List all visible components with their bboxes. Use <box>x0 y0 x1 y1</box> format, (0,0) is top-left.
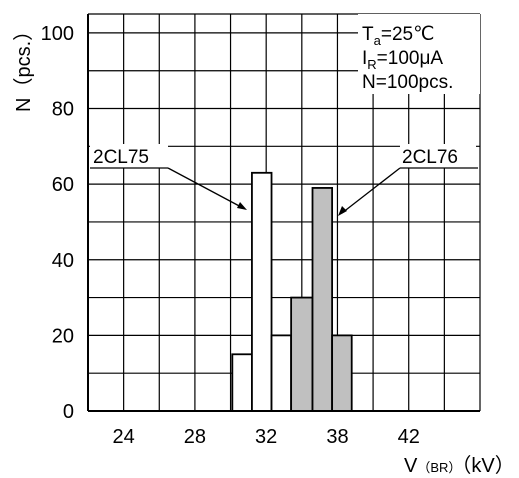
label-bg-2CL75 <box>90 144 168 168</box>
temp-sub: a <box>374 33 382 48</box>
bar-2CL76 <box>290 296 314 412</box>
bar-2CL75 <box>251 171 273 412</box>
x-axis-label-sub: （BR） <box>417 460 461 475</box>
x-axis-label-base: V <box>404 455 418 477</box>
x-tick-label: 28 <box>184 426 206 448</box>
y-tick-label: 0 <box>63 401 74 423</box>
x-tick-label: 42 <box>398 426 420 448</box>
current-main: I <box>362 48 367 69</box>
condition-current: IR=100μA <box>362 48 443 72</box>
y-tick-label: 100 <box>41 23 74 45</box>
x-tick-label: 38 <box>326 426 348 448</box>
condition-count: N=100pcs. <box>362 72 453 93</box>
bar-2CL76 <box>331 334 353 412</box>
y-tick-label: 60 <box>52 174 74 196</box>
x-tick-label: 32 <box>255 426 277 448</box>
y-axis-label: N（pcs.） <box>12 21 35 112</box>
bar-2CL75 <box>270 334 293 412</box>
y-tick-label: 80 <box>52 99 74 121</box>
current-rest: =100μA <box>377 48 444 69</box>
grid <box>88 14 480 411</box>
arrowhead-2CL76 <box>338 206 347 216</box>
bar-2CL75 <box>231 353 253 412</box>
x-tick-labels: 24 28 32 38 42 <box>113 426 420 448</box>
condition-temperature: Ta=25℃ <box>362 24 434 48</box>
conditions-box <box>358 14 480 94</box>
label-bg-2CL76 <box>400 144 476 168</box>
temp-main: T <box>362 24 374 45</box>
current-sub: R <box>367 57 376 72</box>
series-label-2CL75: 2CL75 <box>93 147 149 168</box>
series-label-2CL76: 2CL76 <box>402 147 458 168</box>
leader-line-2CL75 <box>167 167 244 209</box>
leader-line-2CL76 <box>341 167 401 214</box>
bars <box>231 171 353 412</box>
y-tick-label: 40 <box>52 250 74 272</box>
x-axis-label: V（BR）（kV） <box>404 454 515 477</box>
temp-rest: =25℃ <box>381 24 435 45</box>
bar-2CL76 <box>311 187 334 412</box>
y-tick-label: 20 <box>52 325 74 347</box>
arrowhead-2CL75 <box>237 202 247 210</box>
y-tick-labels: 0 20 40 60 80 100 <box>41 23 74 423</box>
x-axis-label-unit: （kV） <box>461 454 514 477</box>
x-tick-label: 24 <box>113 426 135 448</box>
